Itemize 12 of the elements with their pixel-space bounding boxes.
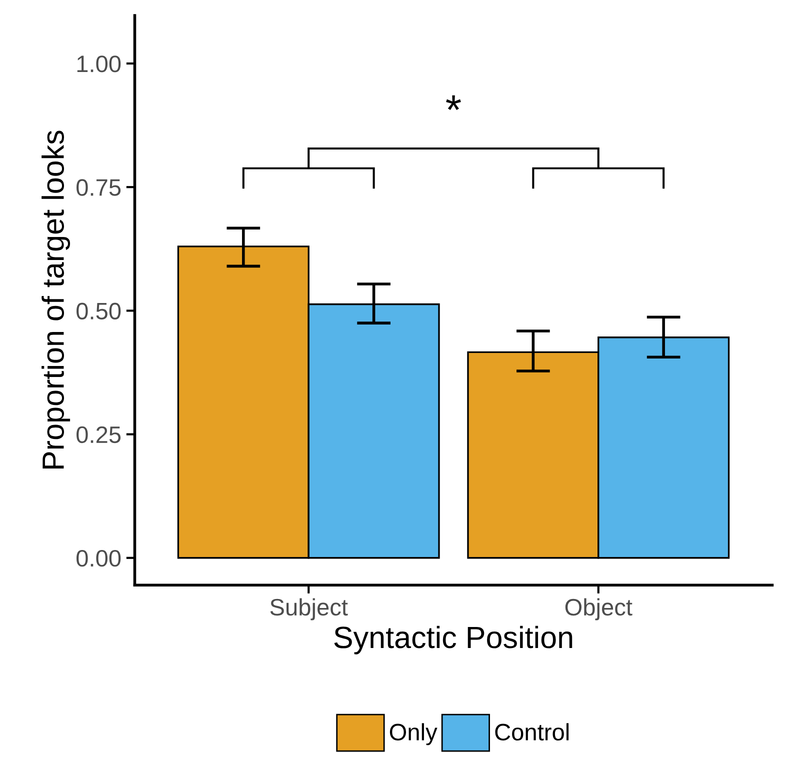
y-tick-label: 0.50 — [76, 302, 121, 320]
annotation: * — [446, 95, 461, 110]
x-axis-title: Syntactic Position — [334, 626, 572, 654]
y-tick-label: 0.75 — [76, 179, 121, 196]
legend-label: Only — [390, 723, 438, 746]
legend-label: Control — [495, 723, 569, 741]
x-tick-label: Subject — [270, 598, 348, 620]
y-axis-title: Proportion of target looks — [42, 130, 70, 468]
x-tick-label: Object — [565, 598, 632, 620]
y-tick-label: 0.25 — [76, 426, 121, 444]
y-tick-label: 1.00 — [77, 56, 121, 72]
y-tick-label: 0.00 — [76, 550, 121, 567]
